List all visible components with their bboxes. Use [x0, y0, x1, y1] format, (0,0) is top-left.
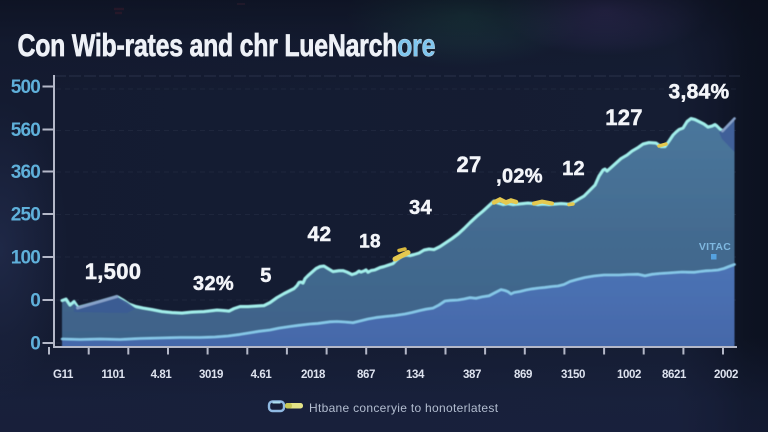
- svg-text:250: 250: [11, 205, 41, 226]
- svg-text:2018: 2018: [301, 369, 326, 381]
- svg-text:3019: 3019: [199, 369, 223, 381]
- svg-text:867: 867: [357, 369, 375, 381]
- svg-text:1,500: 1,500: [85, 259, 142, 284]
- svg-text:1002: 1002: [617, 369, 641, 381]
- svg-text:2002: 2002: [714, 369, 738, 381]
- svg-text:100: 100: [11, 248, 41, 269]
- svg-text:3150: 3150: [561, 369, 585, 381]
- svg-text:387: 387: [463, 369, 481, 381]
- svg-text:360: 360: [11, 162, 41, 183]
- svg-text:27: 27: [456, 152, 481, 177]
- svg-text:8621: 8621: [662, 369, 687, 381]
- svg-text:3,84%: 3,84%: [668, 81, 729, 104]
- svg-text:,02%: ,02%: [496, 166, 543, 188]
- svg-text:34: 34: [409, 197, 432, 219]
- svg-text:500: 500: [11, 77, 41, 98]
- svg-text:4.61: 4.61: [251, 369, 273, 381]
- svg-text:134: 134: [406, 369, 425, 381]
- svg-text:32%: 32%: [193, 273, 234, 295]
- svg-text:0: 0: [30, 334, 40, 355]
- svg-text:Htbane conceryie to honoterlat: Htbane conceryie to honoterlatest: [309, 401, 499, 415]
- svg-text:869: 869: [514, 369, 532, 381]
- svg-text:12: 12: [562, 158, 585, 180]
- svg-text:Con Wib-rates and chr LueNarch: Con Wib-rates and chr LueNarchore: [18, 28, 436, 64]
- svg-text:127: 127: [605, 105, 643, 130]
- svg-text:5: 5: [260, 265, 271, 287]
- svg-text:1101: 1101: [101, 369, 125, 381]
- svg-text:VITAC: VITAC: [699, 241, 731, 253]
- svg-text:560: 560: [11, 120, 41, 141]
- svg-text:4.81: 4.81: [151, 369, 173, 381]
- svg-text:G11: G11: [53, 369, 74, 381]
- svg-text:42: 42: [308, 223, 332, 246]
- svg-text:0: 0: [30, 291, 40, 312]
- svg-text:18: 18: [359, 232, 381, 253]
